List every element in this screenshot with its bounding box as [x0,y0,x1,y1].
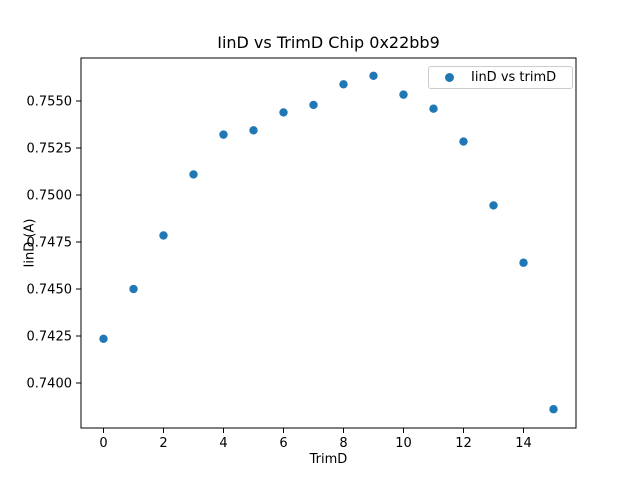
x-tick-label: 2 [159,436,167,451]
y-axis-label: IinD (A) [22,218,38,268]
data-point [399,90,408,99]
x-tick-label: 14 [515,436,532,451]
x-tick-label: 10 [395,436,412,451]
data-point [99,334,108,343]
plot-spines [80,57,577,429]
x-tick-label: 12 [455,436,472,451]
data-point [159,231,168,240]
data-point [489,201,498,210]
legend-marker-icon [445,73,454,82]
data-point [339,80,348,89]
legend-label: IinD vs trimD [471,70,557,85]
data-point [519,258,528,267]
y-tick-label: 0.7475 [27,236,73,251]
y-tick-label: 0.7425 [27,329,73,344]
legend: IinD vs trimD [428,66,573,89]
data-point [279,108,288,117]
x-tick-label: 6 [279,436,287,451]
data-point [249,126,258,135]
data-point [549,405,558,414]
y-tick-label: 0.7400 [27,376,73,391]
x-axis-label: TrimD [309,452,348,467]
data-point [429,104,438,113]
y-tick-label: 0.7550 [27,95,73,110]
chart-title: IinD vs TrimD Chip 0x22bb9 [217,33,440,52]
data-point [129,284,138,294]
y-tick-label: 0.7450 [27,283,73,298]
data-point [369,71,378,81]
data-point [459,137,468,146]
x-tick-label: 0 [99,436,107,451]
y-tick-label: 0.7525 [27,142,73,157]
data-point [189,170,198,179]
x-tick-label: 4 [219,436,227,451]
x-tick-label: 8 [339,436,347,451]
data-point [309,100,318,110]
y-tick-label: 0.7500 [27,189,73,204]
data-point [219,130,228,139]
